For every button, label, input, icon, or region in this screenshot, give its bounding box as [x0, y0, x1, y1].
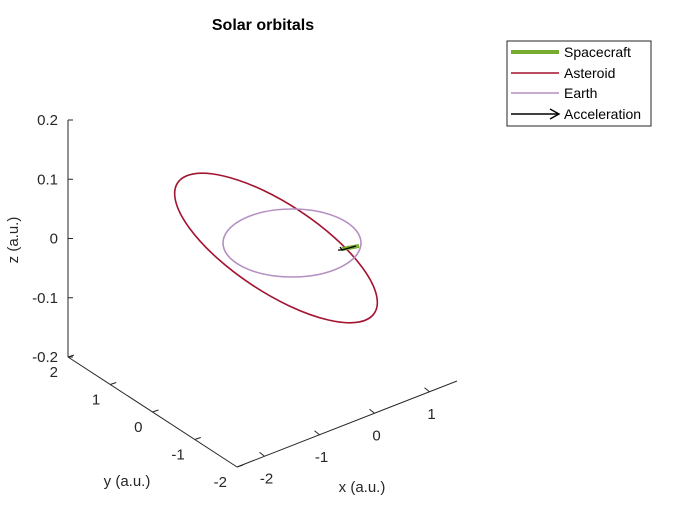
legend: Spacecraft Asteroid Earth Acceleration	[506, 40, 652, 127]
legend-box	[506, 40, 652, 127]
x-axis-label: x (a.u.)	[339, 479, 386, 496]
chart-title: Solar orbitals	[212, 17, 314, 34]
legend-label-asteroid: Asteroid	[564, 65, 615, 81]
legend-label-earth: Earth	[564, 85, 597, 101]
y-tick-label: 2	[50, 364, 58, 381]
x-tick-mark	[369, 408, 375, 414]
z-tick-label: 0	[50, 231, 58, 248]
axes	[67, 120, 458, 468]
x-tick-mark	[314, 430, 320, 436]
z-tick-label: 0.1	[37, 171, 58, 188]
y-tick-mark	[194, 437, 201, 440]
acceleration-arrow	[341, 245, 357, 251]
x-tick-label: -2	[260, 470, 273, 487]
z-tick-label: -0.1	[32, 290, 58, 307]
x-tick-label: 1	[427, 406, 435, 423]
x-axis-line	[236, 380, 458, 468]
y-tick-label: -1	[171, 447, 184, 464]
ticks: -0.2 -0.1 0 0.1 0.2 -2 -1 0 1 2 -2 -1 0 1	[32, 112, 436, 491]
x-tick-label: 0	[372, 427, 380, 444]
x-tick-label: -1	[315, 449, 328, 466]
earth-orbit	[222, 208, 362, 278]
y-tick-label: 1	[92, 392, 100, 409]
y-tick-label: -2	[214, 474, 227, 491]
z-tick-label: 0.2	[37, 112, 58, 129]
y-tick-label: 0	[134, 419, 142, 436]
z-tick-label: -0.2	[32, 349, 58, 366]
x-tick-mark	[259, 451, 265, 457]
asteroid-orbit	[173, 172, 379, 324]
x-tick-mark	[424, 387, 430, 393]
y-tick-mark	[110, 382, 117, 385]
acceleration-arrowhead	[338, 246, 344, 251]
legend-label-spacecraft: Spacecraft	[564, 44, 631, 60]
y-tick-mark	[152, 409, 159, 413]
plot-area	[173, 172, 379, 324]
y-tick-mark	[67, 354, 75, 358]
y-axis-label: y (a.u.)	[104, 473, 151, 490]
legend-label-acceleration: Acceleration	[564, 106, 641, 122]
y-tick-mark	[236, 464, 244, 468]
legend-arrowhead-acceleration	[549, 108, 561, 120]
z-axis-label: z (a.u.)	[5, 217, 22, 264]
